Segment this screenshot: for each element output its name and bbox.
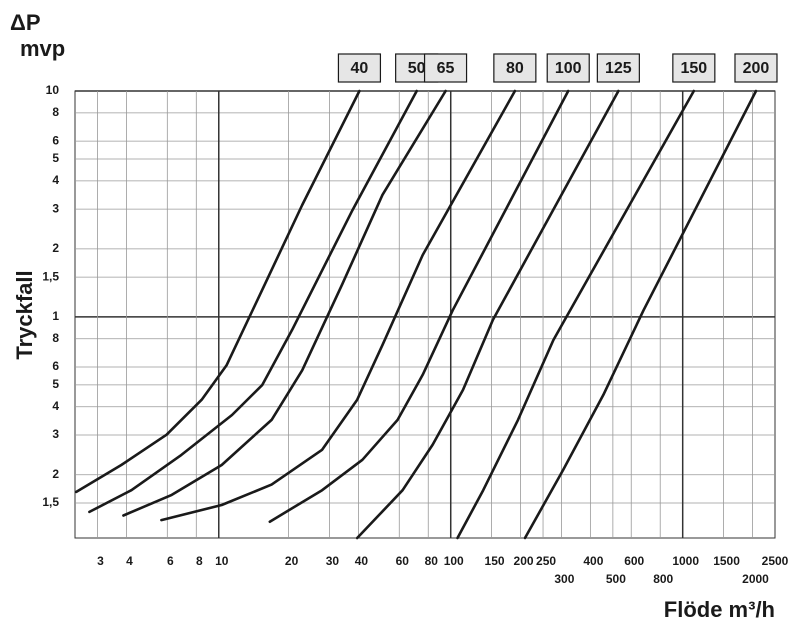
x-tick-label: 2500: [762, 554, 789, 568]
curve: [160, 89, 517, 522]
legend-box: [734, 53, 778, 83]
curve: [456, 89, 696, 540]
y-tick-label: 6: [52, 133, 59, 147]
legend-label: 125: [605, 60, 632, 77]
y-tick-label: 4: [52, 173, 59, 187]
curve: [355, 89, 620, 540]
plot-area: [74, 90, 776, 539]
x-tick-label: 4: [126, 554, 133, 568]
x-tick-label: 100: [444, 554, 464, 568]
x-tick-label: 10: [215, 554, 229, 568]
y-tick-label: 5: [52, 151, 59, 165]
chart-title: ΔP: [10, 10, 41, 35]
x-tick-label: 20: [285, 554, 299, 568]
x-tick-label: 40: [355, 554, 369, 568]
x-tick-label: 400: [583, 554, 603, 568]
legend-label: 50: [408, 60, 426, 77]
y-tick-label: 2: [52, 241, 59, 255]
y-tick-label: 10: [46, 83, 60, 97]
y-tick-label: 2: [52, 467, 59, 481]
x-tick-label: 500: [606, 572, 626, 586]
x-tick-label: 80: [425, 554, 439, 568]
legend-label: 200: [743, 60, 770, 77]
x-tick-label: 1000: [672, 554, 699, 568]
legend-box: [596, 53, 640, 83]
legend-box: [493, 53, 537, 83]
legend-label: 150: [680, 60, 707, 77]
y-tick-label: 1,5: [42, 495, 59, 509]
x-tick-label: 8: [196, 554, 203, 568]
y-axis-label: Tryckfall: [12, 270, 37, 359]
x-tick-label: 300: [554, 572, 574, 586]
x-tick-label: 200: [514, 554, 534, 568]
y-tick-label: 3: [52, 427, 59, 441]
y-tick-label: 8: [52, 331, 59, 345]
legend-box: [546, 53, 590, 83]
x-tick-label: 800: [653, 572, 673, 586]
y-tick-label: 8: [52, 105, 59, 119]
legend-label: 65: [437, 60, 455, 77]
x-tick-label: 30: [326, 554, 340, 568]
y-tick-label: 1,5: [42, 269, 59, 283]
curve: [268, 89, 570, 523]
x-axis-label: Flöde m³/h: [664, 597, 775, 622]
x-tick-label: 600: [624, 554, 644, 568]
legend-label: 40: [351, 60, 369, 77]
y-tick-label: 4: [52, 399, 59, 413]
y-tick-label: 6: [52, 359, 59, 373]
y-tick-label: 5: [52, 377, 59, 391]
x-tick-label: 6: [167, 554, 174, 568]
curve: [88, 89, 418, 514]
x-tick-label: 2000: [742, 572, 769, 586]
legend-box: [423, 53, 468, 83]
legend-box: [337, 53, 382, 83]
curve: [75, 89, 361, 494]
x-tick-label: 1500: [713, 554, 740, 568]
y-tick-label: 3: [52, 201, 59, 215]
curve: [122, 89, 447, 517]
x-tick-label: 60: [396, 554, 410, 568]
x-tick-label: 250: [536, 554, 556, 568]
curve: [523, 89, 758, 540]
x-tick-label: 150: [485, 554, 505, 568]
x-tick-label: 3: [97, 554, 104, 568]
legend-label: 80: [506, 60, 524, 77]
y-tick-label: 1: [52, 309, 59, 323]
legend-label: 100: [555, 60, 582, 77]
legend-box: [672, 53, 716, 83]
chart-subtitle: mvp: [20, 36, 65, 61]
